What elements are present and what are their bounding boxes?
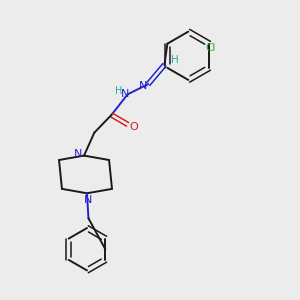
- Text: H: H: [115, 86, 122, 96]
- Text: N: N: [121, 89, 130, 99]
- Text: N: N: [84, 195, 93, 205]
- Text: O: O: [130, 122, 139, 132]
- Text: N: N: [74, 149, 82, 159]
- Text: N: N: [139, 80, 147, 91]
- Text: H: H: [171, 56, 178, 65]
- Text: Cl: Cl: [206, 43, 216, 52]
